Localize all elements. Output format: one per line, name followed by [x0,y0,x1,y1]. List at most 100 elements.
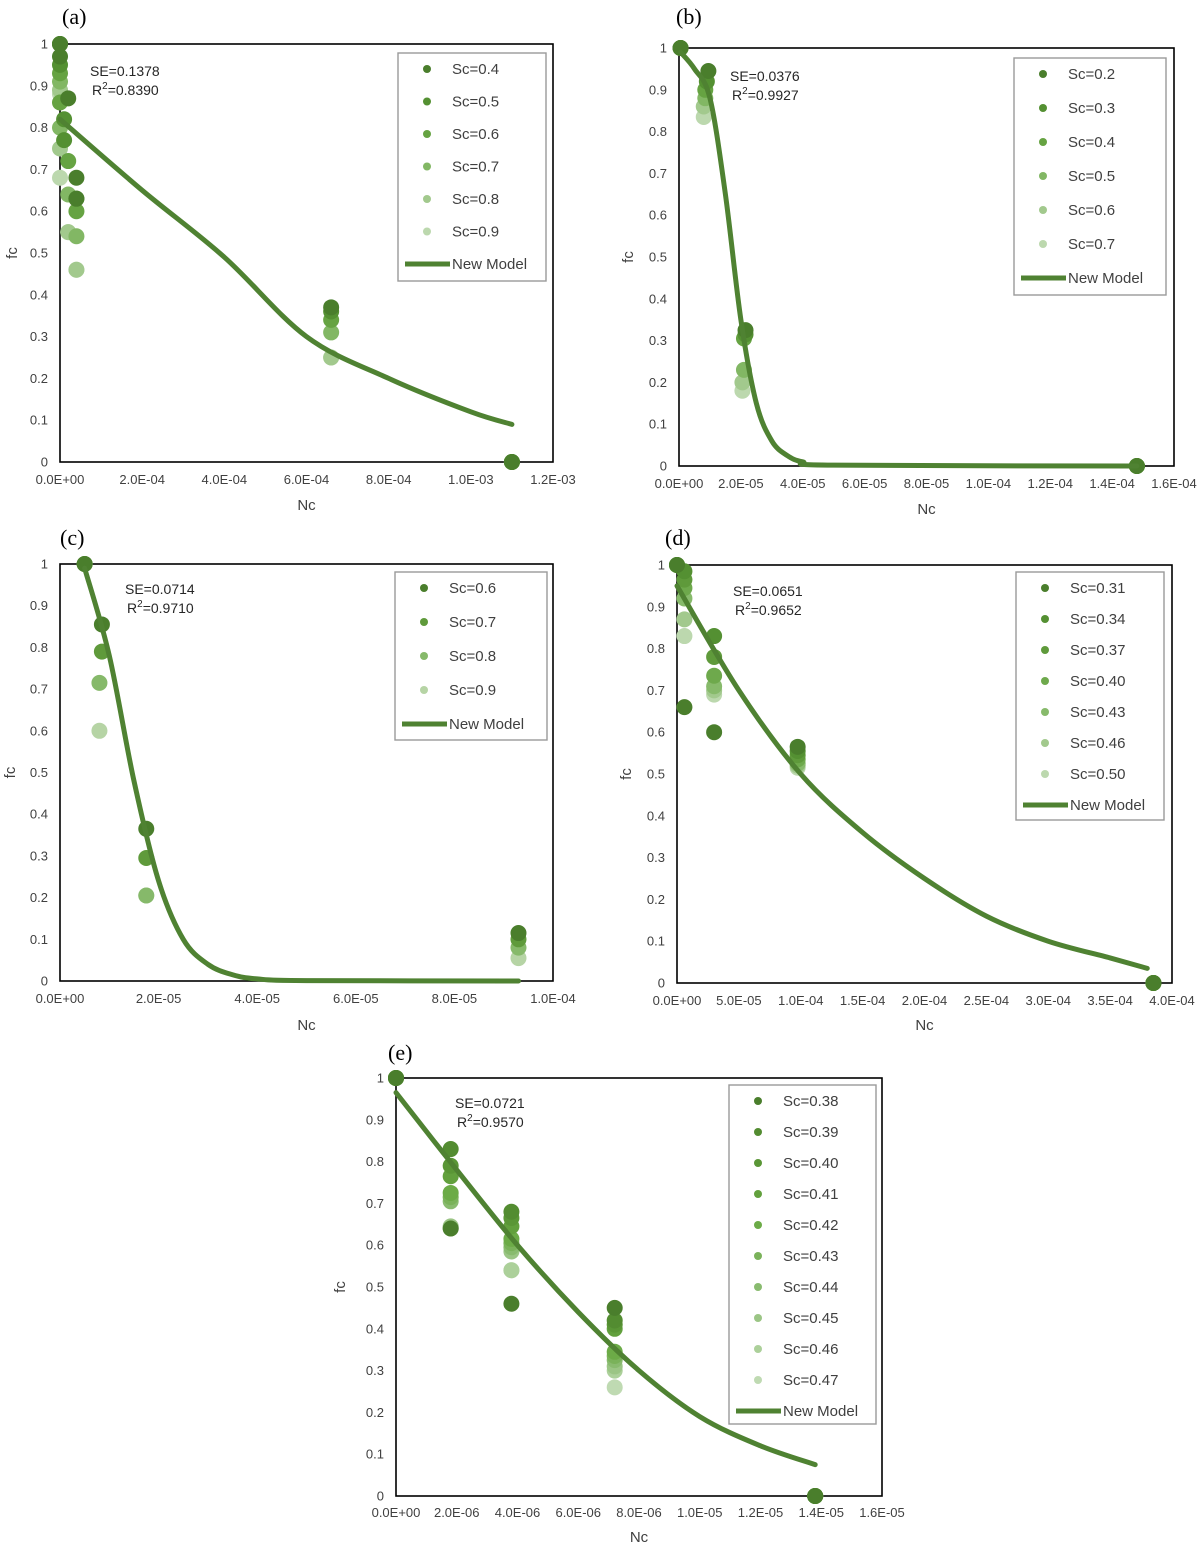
x-tick-label: 1.4E-05 [798,1505,844,1520]
y-tick-label: 0.2 [30,371,48,386]
x-tick-label: 1.4E-04 [1089,476,1135,491]
x-tick-label: 8.0E-05 [432,991,478,1006]
se-annotation: SE=0.0721 [455,1095,525,1111]
x-tick-label: 6.0E-04 [284,472,330,487]
r2-annotation: R2=0.9710 [127,599,194,616]
legend-label: Sc=0.38 [783,1093,838,1110]
x-tick-label: 1.2E-03 [530,472,576,487]
data-point [52,169,68,186]
x-axis-title: Nc [915,1017,934,1034]
y-tick-label: 0.9 [647,599,665,614]
y-tick-label: 0.3 [649,333,667,348]
model-curve [57,116,515,427]
y-tick-label: 0.9 [30,598,48,613]
r2-superscript: 2 [102,81,108,92]
y-tick-label: 0.7 [30,682,48,697]
y-tick-label: 0.8 [30,120,48,135]
legend-marker [754,1252,762,1260]
x-tick-label: 1.0E-04 [530,991,576,1006]
legend-marker [754,1221,762,1229]
data-point [706,724,723,741]
x-tick-label: 1.0E-03 [448,472,494,487]
y-tick-label: 0.4 [30,287,48,302]
legend-label: Sc=0.39 [783,1124,838,1141]
legend-marker [420,584,428,592]
y-tick-label: 0 [658,976,665,991]
legend-label: Sc=0.43 [1070,704,1125,721]
data-point [442,1141,459,1158]
legend-marker [420,686,428,694]
legend-label: Sc=0.41 [783,1186,838,1203]
legend-marker [1039,70,1047,78]
legend-marker [1041,584,1049,592]
y-tick-label: 0.6 [30,204,48,219]
x-axis-title: Nc [917,501,936,518]
x-tick-label: 1.2E-05 [738,1505,784,1520]
y-tick-label: 0.6 [30,723,48,738]
data-point [789,738,806,755]
r2-superscript: 2 [742,86,748,97]
x-axis-title: Nc [297,497,316,514]
model-curve [674,583,1150,971]
x-tick-label: 1.0E-04 [966,476,1012,491]
y-tick-label: 0.7 [366,1196,384,1211]
panel-label: (e) [388,1040,412,1065]
legend-label: Sc=0.5 [1068,168,1115,185]
legend-label: Sc=0.34 [1070,611,1125,628]
legend-marker [754,1128,762,1136]
y-tick-label: 0.2 [647,892,665,907]
r2-annotation: R2=0.9570 [457,1113,524,1130]
legend-marker [420,618,428,626]
r2-symbol: R [735,602,745,618]
legend-marker [754,1159,762,1167]
legend-label: Sc=0.40 [1070,673,1125,690]
chart-panel-2: (b) 0 0.1 0.2 0.3 0.4 0.5 0.6 0.7 0.8 0.9 1 0.0E+00 2… [620,4,1197,518]
data-point [676,628,693,645]
legend-label: Sc=0.4 [452,61,499,78]
y-tick-label: 0 [41,455,48,470]
legend-marker [423,130,431,138]
legend: Sc=0.38 Sc=0.39 Sc=0.40 Sc=0.41 Sc=0.42 Sc=0.… [728,1084,877,1425]
x-tick-label: 2.0E-05 [136,991,182,1006]
y-tick-label: 0.8 [649,124,667,139]
y-tick-label: 0.2 [649,375,667,390]
model-curve [678,49,1140,469]
data-point [91,722,108,739]
legend: Sc=0.31 Sc=0.34 Sc=0.37 Sc=0.40 Sc=0.43 Sc=0.… [1015,571,1165,821]
data-point [56,132,73,149]
legend-label: Sc=0.46 [1070,735,1125,752]
data-point [503,1262,520,1279]
legend-marker [754,1097,762,1105]
legend-label: Sc=0.4 [1068,134,1115,151]
x-tick-label: 4.0E-04 [1149,993,1195,1008]
r2-annotation: R2=0.9927 [732,86,799,103]
y-axis-title: fc [618,768,635,780]
legend-label: New Model [1070,797,1145,814]
data-point [68,261,85,278]
data-point [76,556,93,572]
x-tick-label: 2.0E-05 [718,476,764,491]
y-tick-label: 0.4 [649,291,667,306]
y-tick-label: 1 [658,558,665,573]
data-point [60,153,77,170]
y-tick-label: 1 [41,557,48,572]
data-point [52,36,68,52]
y-tick-label: 0.7 [647,683,665,698]
legend-marker [1041,677,1049,685]
panel-label: (c) [60,525,84,550]
y-tick-label: 0.2 [366,1405,384,1420]
x-tick-label: 2.0E-04 [119,472,165,487]
x-tick-label: 3.0E-04 [1025,993,1071,1008]
r2-value: =0.9710 [143,600,194,616]
y-tick-label: 0.7 [30,162,48,177]
legend-marker [754,1190,762,1198]
data-point [68,190,85,207]
legend: Sc=0.4 Sc=0.5 Sc=0.6 Sc=0.7 Sc=0.8 Sc=0.9 New … [397,52,547,282]
x-tick-label: 2.0E-06 [434,1505,480,1520]
data-point [442,1220,459,1237]
x-tick-label: 8.0E-06 [616,1505,662,1520]
y-tick-label: 1 [660,41,667,56]
legend-label: Sc=0.7 [452,159,499,176]
legend-label: Sc=0.9 [452,224,499,241]
legend-label: Sc=0.7 [449,614,496,631]
